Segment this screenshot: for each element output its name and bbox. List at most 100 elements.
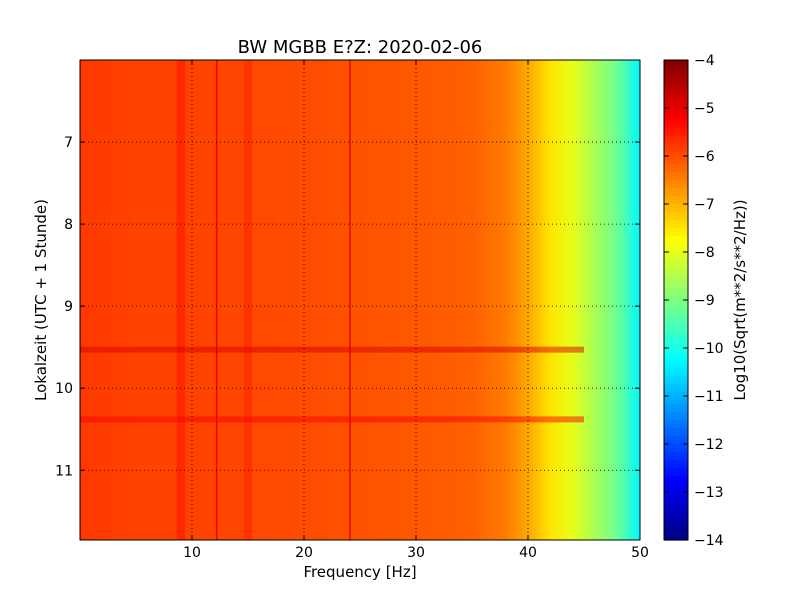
colorbar-segment	[664, 244, 688, 249]
colorbar-segment	[664, 96, 688, 101]
colorbar-segment	[664, 264, 688, 269]
colorbar-segment	[664, 176, 688, 181]
colorbar-segment	[664, 432, 688, 437]
colorbar-segment	[664, 160, 688, 165]
colorbar-segment	[664, 256, 688, 261]
colorbar-segment	[664, 204, 688, 209]
colorbar-tick-label: −12	[694, 437, 724, 453]
colorbar-segment	[664, 476, 688, 481]
colorbar-segment	[664, 516, 688, 521]
colorbar-segment	[664, 428, 688, 433]
colorbar-segment	[664, 220, 688, 225]
colorbar-segment	[664, 236, 688, 241]
colorbar-segment	[664, 296, 688, 301]
x-tick-label: 40	[519, 545, 537, 561]
colorbar-segment	[664, 340, 688, 345]
colorbar-segment	[664, 240, 688, 245]
x-tick-label: 50	[631, 545, 649, 561]
colorbar-tick-label: −5	[694, 101, 715, 117]
colorbar-segment	[664, 200, 688, 205]
x-axis-label: Frequency [Hz]	[303, 563, 416, 581]
colorbar-segment	[664, 416, 688, 421]
colorbar-segment	[664, 424, 688, 429]
colorbar-segment	[664, 120, 688, 125]
y-tick-label: 9	[64, 299, 73, 315]
colorbar-segment	[664, 484, 688, 489]
colorbar-segment	[664, 500, 688, 505]
colorbar-segment	[664, 496, 688, 501]
y-tick-label: 7	[64, 135, 73, 151]
colorbar-tick-label: −11	[694, 389, 724, 405]
colorbar-segment	[664, 316, 688, 321]
colorbar-segment	[664, 324, 688, 329]
colorbar-label: Log10(Sqrt(m**2/s**2/Hz))	[731, 199, 749, 400]
colorbar-segment	[664, 328, 688, 333]
colorbar-segment	[664, 320, 688, 325]
colorbar-segment	[664, 440, 688, 445]
plot-frame	[79, 59, 641, 541]
spectral-band	[244, 60, 252, 540]
colorbar-segment	[664, 72, 688, 77]
chart-title: BW MGBB E?Z: 2020-02-06	[238, 37, 483, 58]
colorbar-segment	[664, 104, 688, 109]
colorbar-segment	[664, 404, 688, 409]
colorbar-segment	[664, 520, 688, 525]
colorbar-segment	[664, 364, 688, 369]
colorbar-segment	[664, 488, 688, 493]
colorbar-segment	[664, 392, 688, 397]
colorbar-tick-label: −14	[694, 533, 724, 549]
colorbar-segment	[664, 188, 688, 193]
colorbar-segment	[664, 136, 688, 141]
colorbar-segment	[664, 368, 688, 373]
colorbar-segment	[664, 124, 688, 129]
colorbar-segment	[664, 228, 688, 233]
colorbar-segment	[664, 248, 688, 253]
colorbar-segment	[664, 148, 688, 153]
colorbar-segment	[664, 112, 688, 117]
colorbar-segment	[664, 448, 688, 453]
colorbar-segment	[664, 372, 688, 377]
colorbar-segment	[664, 108, 688, 113]
colorbar-segment	[664, 216, 688, 221]
colorbar-segment	[664, 512, 688, 517]
colorbar-segment	[664, 252, 688, 257]
colorbar-tick-label: −4	[694, 53, 715, 69]
colorbar-segment	[664, 88, 688, 93]
colorbar-segment	[664, 260, 688, 265]
colorbar-segment	[664, 68, 688, 73]
colorbar-segment	[664, 376, 688, 381]
colorbar-segment	[664, 456, 688, 461]
colorbar-segment	[664, 132, 688, 137]
colorbar-segment	[664, 332, 688, 337]
colorbar-segment	[664, 360, 688, 365]
colorbar-segment	[664, 412, 688, 417]
colorbar-tick-label: −9	[694, 293, 715, 309]
colorbar-tick-label: −7	[694, 197, 715, 213]
colorbar-segment	[664, 84, 688, 89]
colorbar-tick-label: −8	[694, 245, 715, 261]
y-tick-label: 11	[55, 463, 73, 479]
colorbar-segment	[664, 272, 688, 277]
colorbar-segment	[664, 156, 688, 161]
colorbar-segment	[664, 308, 688, 313]
colorbar-segment	[664, 232, 688, 237]
colorbar-segment	[664, 304, 688, 309]
colorbar-segment	[664, 384, 688, 389]
colorbar-segment	[664, 60, 688, 65]
colorbar-segment	[664, 504, 688, 509]
time-band	[80, 346, 584, 353]
y-axis-ticks: 7 8 9 10 11	[55, 135, 640, 479]
colorbar-segment	[664, 280, 688, 285]
colorbar-segment	[664, 300, 688, 305]
colorbar-tick-label: −13	[694, 485, 724, 501]
time-band	[80, 416, 584, 423]
colorbar-segment	[664, 144, 688, 149]
x-tick-label: 30	[407, 545, 425, 561]
colorbar-segment	[664, 344, 688, 349]
colorbar-segment	[664, 388, 688, 393]
x-tick-label: 10	[183, 545, 201, 561]
colorbar-segment	[664, 532, 688, 537]
colorbar-segment	[664, 92, 688, 97]
colorbar-segment	[664, 528, 688, 533]
colorbar-segment	[664, 480, 688, 485]
